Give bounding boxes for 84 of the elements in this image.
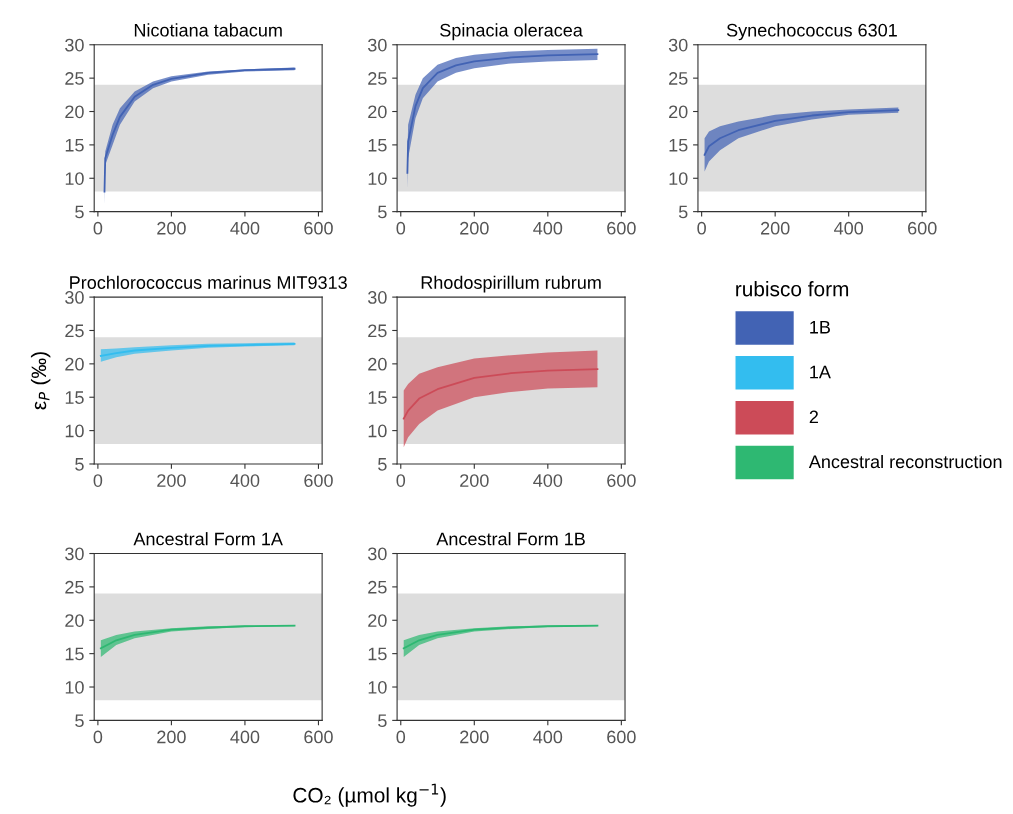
y-tick-label: 30 <box>668 38 688 52</box>
x-tick-label: 600 <box>304 221 333 235</box>
x-tick-label: 0 <box>396 730 406 744</box>
y-tick-label: 5 <box>378 714 387 728</box>
x-tick-label: 0 <box>396 221 406 235</box>
y-tick-label: 20 <box>368 105 387 119</box>
x-tick-label: 600 <box>304 474 333 487</box>
x-tick-label: 400 <box>230 221 260 235</box>
y-tick-label: 5 <box>75 714 84 728</box>
y-tick-label: 25 <box>65 72 84 85</box>
legend-label: Ancestral reconstruction <box>808 454 1002 469</box>
y-tick-label: 15 <box>368 391 387 404</box>
y-tick-label: 5 <box>378 205 387 219</box>
x-tick-label: 0 <box>697 221 706 235</box>
x-tick-label: 400 <box>230 474 260 487</box>
x-tick-label: 0 <box>93 730 103 744</box>
y-tick-label: 20 <box>65 357 84 371</box>
x-tick-label: 400 <box>533 730 563 744</box>
y-tick-label: 25 <box>65 324 84 338</box>
y-axis-title: ε$_{P}$ (‰) <box>30 352 51 410</box>
chart-title: Nicotiana tabacum <box>134 23 282 37</box>
x-tick-label: 400 <box>533 474 563 487</box>
x-tick-label: 600 <box>607 474 636 487</box>
y-tick-label: 15 <box>669 139 688 152</box>
x-tick-label: 200 <box>460 730 489 744</box>
chart-title: Rhodospirillum rubrum <box>421 275 601 293</box>
legend-title: rubisco form <box>736 281 849 297</box>
y-tick-label: 10 <box>368 680 387 694</box>
y-tick-label: 25 <box>368 324 387 338</box>
y-tick-label: 10 <box>368 424 387 438</box>
y-tick-label: 10 <box>65 680 84 694</box>
y-tick-label: 10 <box>65 172 84 185</box>
y-tick-label: 15 <box>65 139 84 152</box>
x-tick-label: 0 <box>93 474 103 487</box>
chart-title: Prochlorococcus marinus MIT9313 <box>70 275 347 289</box>
y-tick-label: 30 <box>65 291 84 304</box>
y-tick-label: 15 <box>65 647 84 661</box>
y-tick-label: 30 <box>65 547 84 561</box>
y-tick-label: 25 <box>65 580 84 594</box>
x-tick-label: 600 <box>304 730 333 744</box>
y-tick-label: 30 <box>367 547 387 561</box>
y-tick-label: 5 <box>378 458 387 471</box>
y-tick-label: 5 <box>678 205 688 219</box>
legend-label: 1A <box>810 365 831 379</box>
x-tick-label: 200 <box>157 730 186 744</box>
y-tick-label: 25 <box>368 72 387 85</box>
x-axis-title: CO₂ (µmol kg$^{−1}$) <box>293 783 446 807</box>
x-tick-label: 0 <box>93 221 103 235</box>
y-tick-label: 15 <box>368 139 387 152</box>
y-tick-label: 25 <box>669 72 688 85</box>
y-tick-label: 20 <box>368 357 387 371</box>
legend-label: 1B <box>810 320 830 334</box>
y-tick-label: 30 <box>367 291 387 304</box>
x-tick-label: 200 <box>157 474 186 487</box>
y-tick-label: 10 <box>368 172 387 185</box>
y-tick-label: 5 <box>75 205 84 219</box>
x-tick-label: 0 <box>396 474 406 487</box>
x-tick-label: 200 <box>761 221 790 235</box>
chart-title: Synechococcus 6301 <box>726 23 897 41</box>
chart-title: Ancestral Form 1B <box>436 532 585 546</box>
legend-label: 2 <box>809 410 818 424</box>
y-tick-label: 10 <box>669 172 688 185</box>
x-tick-label: 600 <box>908 221 937 235</box>
y-tick-label: 5 <box>75 458 84 471</box>
y-tick-label: 15 <box>368 647 387 661</box>
y-tick-label: 20 <box>65 105 84 119</box>
y-tick-label: 30 <box>65 38 84 52</box>
y-tick-label: 10 <box>65 424 84 438</box>
x-tick-label: 200 <box>460 221 489 235</box>
y-tick-label: 15 <box>65 391 84 404</box>
x-tick-label: 400 <box>533 221 563 235</box>
x-tick-label: 200 <box>157 221 186 235</box>
x-tick-label: 600 <box>607 221 636 235</box>
y-tick-label: 20 <box>669 105 688 119</box>
y-tick-label: 20 <box>65 614 84 627</box>
y-tick-label: 25 <box>368 580 387 594</box>
chart-title: Spinacia oleracea <box>440 23 583 41</box>
x-tick-label: 400 <box>230 730 260 744</box>
x-tick-label: 200 <box>460 474 489 487</box>
y-tick-label: 30 <box>367 38 387 52</box>
chart-title: Ancestral Form 1A <box>133 532 283 546</box>
x-tick-label: 400 <box>834 221 864 235</box>
x-tick-label: 600 <box>607 730 636 744</box>
y-tick-label: 20 <box>368 614 387 627</box>
